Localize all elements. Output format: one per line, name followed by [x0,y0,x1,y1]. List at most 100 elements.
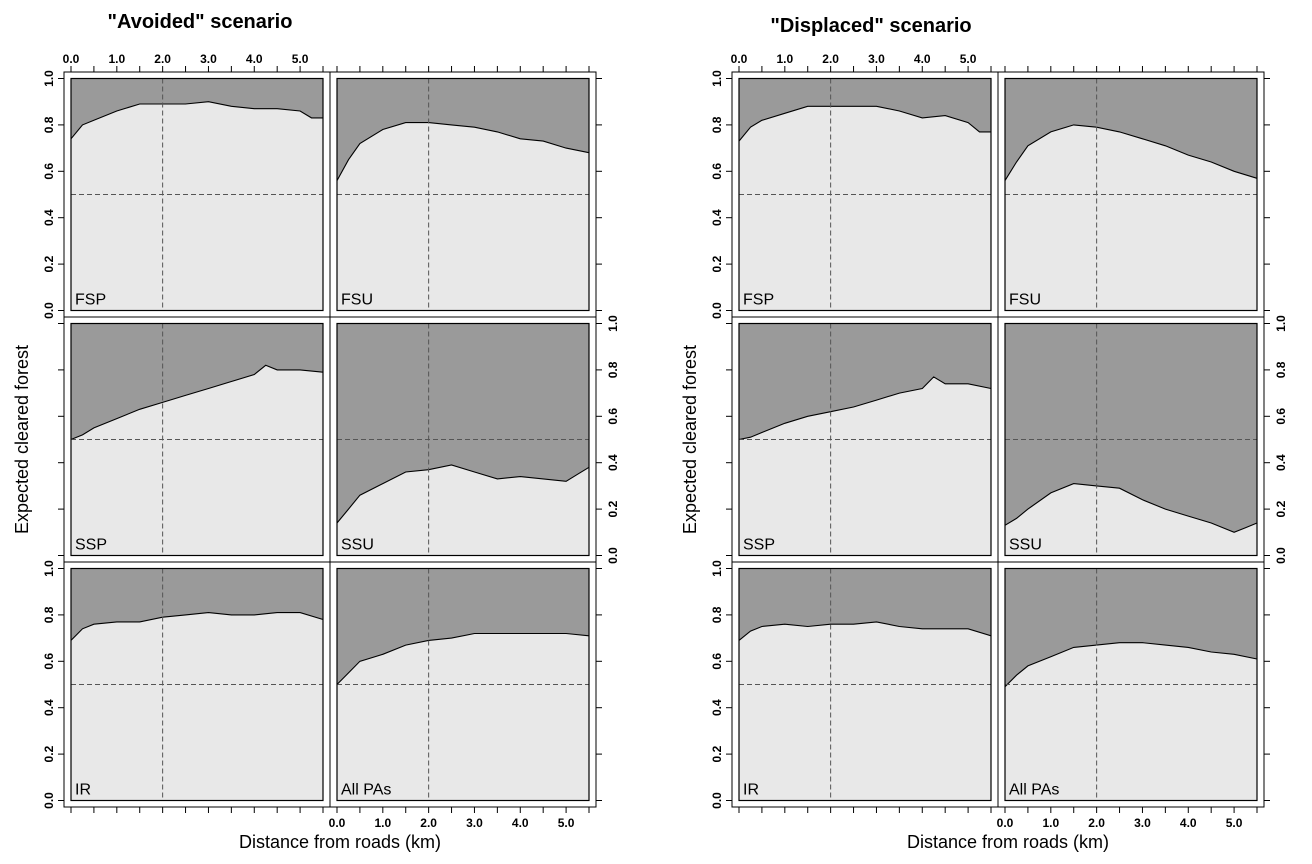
panel-ir: IR [70,567,324,802]
cleared-area [337,465,589,556]
panel-frame [70,322,324,557]
x-tick-label: 4.0 [246,52,263,66]
cleared-area [1005,483,1257,556]
x-tick-label: 2.0 [420,816,437,830]
x-tick-label: 0.0 [731,52,748,66]
panel-ssp: SSP [738,322,992,557]
panel-frame [70,567,324,802]
panel-frame [738,77,992,312]
panel-label: All PAs [1009,782,1059,799]
x-tick-label: 2.0 [1088,816,1105,830]
series-line [70,101,323,140]
y-tick-label: 0.0 [42,302,56,319]
y-axis-label: Expected cleared forest [680,345,700,534]
cleared-area [71,101,323,311]
y-axis-label: Expected cleared forest [12,345,32,534]
y-tick-label: 0.4 [1274,454,1288,471]
y-tick-label: 0.2 [710,745,724,762]
y-tick-label: 0.6 [710,163,724,180]
x-tick-label: 0.0 [997,816,1014,830]
cleared-area [739,106,991,311]
y-tick-label: 0.4 [42,699,56,716]
y-tick-label: 1.0 [606,315,620,332]
panel-frame [1004,77,1258,312]
panel-fsp: FSP [70,77,324,312]
y-tick-label: 1.0 [42,70,56,87]
x-tick-label: 1.0 [1042,816,1059,830]
series-line [336,632,590,685]
y-tick-label: 0.0 [710,302,724,319]
panel-frame [1004,322,1258,557]
series-line [70,364,324,441]
y-tick-label: 0.8 [710,116,724,133]
x-tick-label: 3.0 [1134,816,1151,830]
panel-frame [738,322,992,557]
panel-all-pas: All PAs [1004,567,1258,802]
x-axis-label: Distance from roads (km) [907,832,1109,852]
chart-displaced: "Displaced" scenario FSP FSU SSP SSU IR All PA… [680,15,1288,852]
y-tick-label: 0.6 [42,163,56,180]
x-tick-label: 1.0 [108,52,125,66]
cleared-area [1005,642,1257,801]
series-line [1004,483,1258,533]
y-tick-label: 0.8 [710,606,724,623]
cleared-area [1005,124,1257,311]
y-tick-label: 0.6 [42,653,56,670]
y-tick-label: 0.8 [1274,361,1288,378]
panel-label: IR [743,782,759,799]
panel-label: SSP [75,537,107,554]
x-axis-label: Distance from roads (km) [239,832,441,852]
series-line [738,621,992,641]
panel-fsu: FSU [1004,77,1258,312]
x-tick-label: 4.0 [914,52,931,66]
y-tick-label: 0.2 [42,255,56,272]
panel-frame [1004,567,1258,802]
y-tick-label: 0.8 [606,361,620,378]
series-line [70,612,324,641]
y-tick-label: 0.8 [42,606,56,623]
series-line [738,105,991,142]
y-tick-label: 1.0 [710,70,724,87]
panel-frame [336,77,590,312]
y-tick-label: 0.8 [42,116,56,133]
chart-title: "Displaced" scenario [770,15,971,37]
panel-label: FSU [1009,292,1041,309]
y-tick-label: 0.6 [606,408,620,425]
panel-ssp: SSP [70,322,324,557]
y-tick-label: 0.4 [42,209,56,226]
panel-label: FSU [341,292,373,309]
y-tick-label: 0.0 [606,547,620,564]
series-line [336,122,590,181]
cleared-area [739,621,991,801]
x-tick-label: 3.0 [200,52,217,66]
panel-label: All PAs [341,782,391,799]
y-tick-label: 0.0 [1274,547,1288,564]
panel-all-pas: All PAs [336,567,590,802]
x-tick-label: 4.0 [1180,816,1197,830]
series-line [1004,124,1258,181]
x-tick-label: 2.0 [154,52,171,66]
x-tick-label: 5.0 [960,52,977,66]
chart-avoided: "Avoided" scenario FSP FSU SSP SSU IR All PAs 0… [12,11,620,852]
panel-label: SSP [743,537,775,554]
panel-frame [336,322,590,557]
cleared-area [739,376,991,556]
y-tick-label: 1.0 [1274,315,1288,332]
cleared-area [71,612,323,801]
x-tick-label: 0.0 [63,52,80,66]
y-tick-label: 0.4 [710,209,724,226]
y-tick-label: 0.4 [606,454,620,471]
y-tick-label: 0.2 [42,745,56,762]
y-tick-label: 0.0 [710,792,724,809]
panel-frame [738,567,992,802]
x-tick-label: 1.0 [374,816,391,830]
y-tick-label: 0.4 [710,699,724,716]
cleared-area [337,122,589,311]
chart-title: "Avoided" scenario [108,11,293,33]
panel-fsp: FSP [738,77,992,312]
panel-label: FSP [75,292,106,309]
cleared-area [71,365,323,556]
x-tick-label: 3.0 [466,816,483,830]
y-tick-label: 1.0 [42,560,56,577]
